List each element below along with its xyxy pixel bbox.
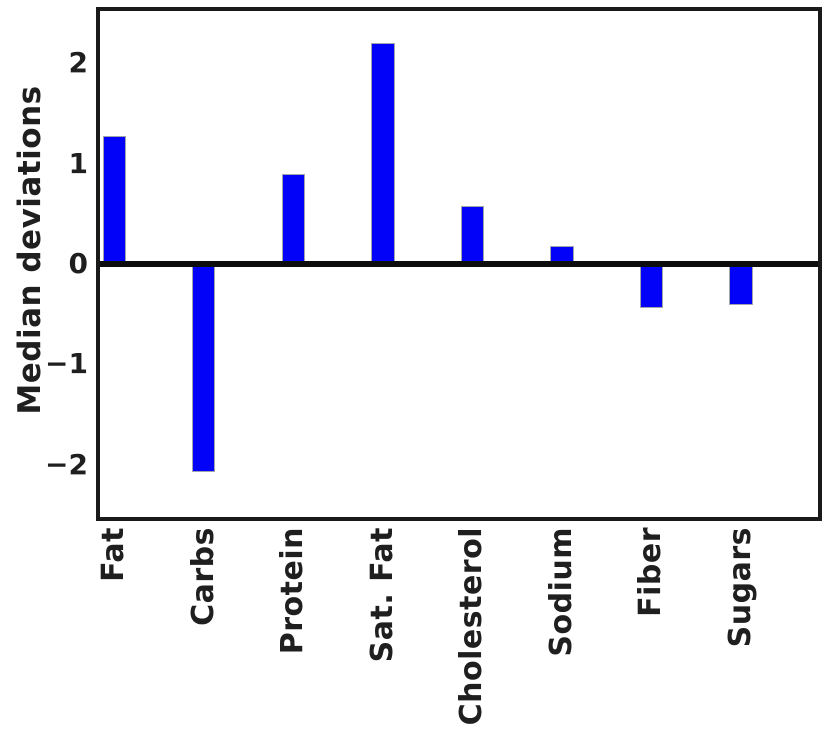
bar-carbs bbox=[192, 264, 216, 472]
bar-fiber bbox=[639, 264, 664, 309]
x-tick-label-sat-fat: Sat. Fat bbox=[364, 527, 400, 663]
x-tick-label-fiber: Fiber bbox=[633, 527, 669, 617]
bar-fat bbox=[102, 136, 126, 264]
x-tick-label-sugars: Sugars bbox=[722, 527, 758, 648]
zero-baseline bbox=[100, 261, 818, 267]
bar-protein bbox=[281, 173, 305, 264]
y-tick-label-neg2: −2 bbox=[45, 447, 88, 481]
y-tick-label-0: 0 bbox=[68, 247, 88, 280]
x-tick-label-cholesterol: Cholesterol bbox=[454, 527, 490, 726]
y-tick-label-2: 2 bbox=[68, 46, 88, 80]
x-tick-label-carbs: Carbs bbox=[185, 527, 221, 626]
bar-sugars bbox=[729, 264, 753, 306]
bar-sat-fat bbox=[371, 43, 395, 264]
y-tick-label-1: 1 bbox=[68, 146, 88, 180]
bar-cholesterol bbox=[460, 205, 485, 264]
plot-area bbox=[96, 7, 822, 521]
x-tick-label-sodium: Sodium bbox=[543, 527, 579, 657]
y-tick-label-neg1: −1 bbox=[45, 347, 88, 381]
x-tick-label-fat: Fat bbox=[96, 527, 132, 582]
x-tick-label-protein: Protein bbox=[275, 527, 311, 655]
